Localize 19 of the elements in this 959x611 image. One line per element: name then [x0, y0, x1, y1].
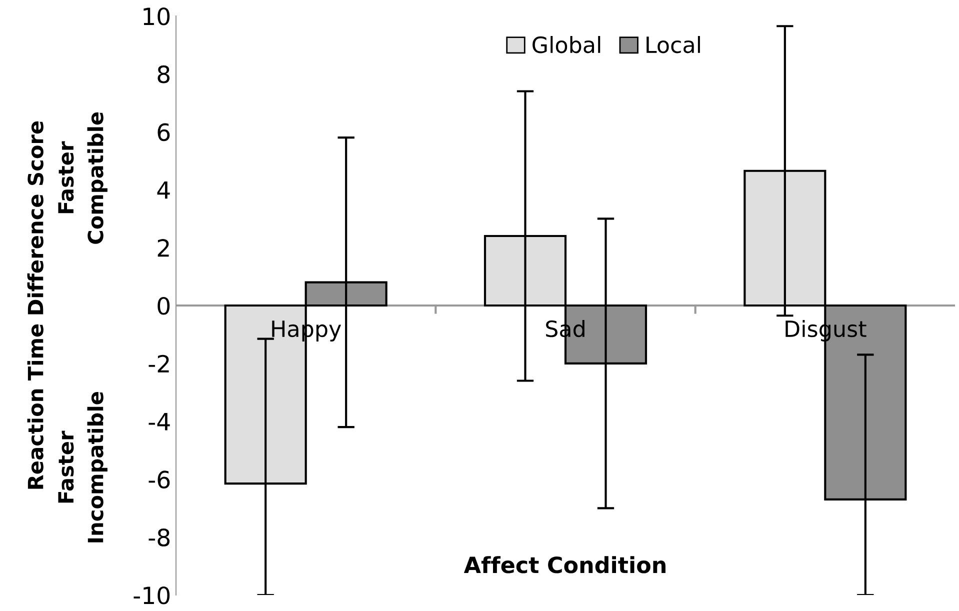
x-axis-title: Affect Condition [464, 556, 666, 574]
y-tick-label: 4 [157, 181, 170, 199]
x-tick-label: Sad [546, 320, 584, 338]
legend-label: Global [532, 36, 600, 54]
y-tick-label: 8 [158, 65, 170, 84]
y-tick-label: 0 [158, 296, 170, 315]
y-tick-label: 10 [144, 7, 170, 26]
y-tick-label: -2 [148, 354, 169, 372]
x-tick-label: Disgust [786, 320, 866, 342]
y-tick-label: 2 [158, 239, 169, 257]
y-tick-label: -10 [134, 586, 170, 604]
y-tick-label: -4 [148, 413, 170, 430]
text: Faster Incompatible [58, 392, 108, 542]
legend-label: Local [646, 36, 700, 54]
text: Faster Compatible [58, 112, 108, 244]
y-tick-label: -8 [148, 528, 170, 546]
y-tick-label: 6 [158, 123, 170, 142]
y-axis-title: Reaction Time Difference Score [27, 121, 44, 489]
y-tick-label: -6 [148, 470, 170, 489]
